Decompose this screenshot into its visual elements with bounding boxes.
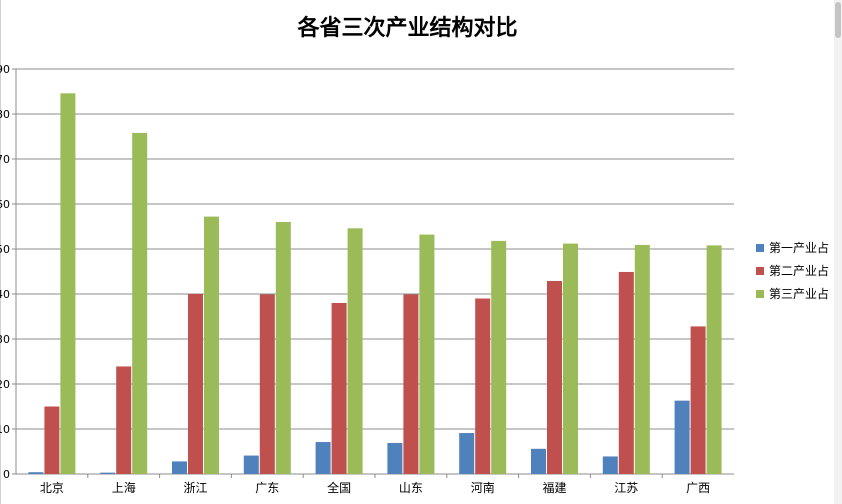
bar-1 xyxy=(387,442,403,474)
bar-2 xyxy=(403,294,419,474)
bar-2 xyxy=(618,271,634,474)
legend-label: 第二产业占 xyxy=(769,264,830,278)
scrollbar-thumb[interactable] xyxy=(835,2,841,38)
y-tick-label: 50 xyxy=(0,243,10,256)
y-tick-label: 10 xyxy=(0,423,10,436)
x-tick-label: 广西 xyxy=(686,481,710,495)
legend-label: 第三产业占 xyxy=(769,287,830,301)
x-tick-label: 河南 xyxy=(471,480,495,495)
legend-item: 第三产业占 xyxy=(756,282,829,305)
y-tick-label: 70 xyxy=(0,153,10,166)
bar-3 xyxy=(706,245,722,474)
bar-3 xyxy=(491,240,507,474)
bar-3 xyxy=(634,244,650,474)
y-tick-label: 30 xyxy=(0,333,10,346)
x-tick-label: 山东 xyxy=(399,481,423,495)
x-tick-label: 江苏 xyxy=(614,481,638,495)
x-tick-label: 广东 xyxy=(255,481,279,495)
y-tick-label: 60 xyxy=(0,198,10,211)
bar-2 xyxy=(547,280,562,474)
y-tick-label: 80 xyxy=(0,108,10,121)
chart-legend: 第一产业占第二产业占第三产业占 xyxy=(756,236,829,305)
legend-label: 第一产业占 xyxy=(769,241,830,255)
bar-3 xyxy=(275,222,291,474)
bar-1 xyxy=(100,472,116,474)
chart-title: 各省三次产业结构对比 xyxy=(297,16,518,41)
bar-1 xyxy=(602,456,618,474)
bar-1 xyxy=(28,472,44,474)
bar-1 xyxy=(243,455,259,474)
bar-2 xyxy=(259,294,275,474)
x-tick-label: 浙江 xyxy=(183,481,207,495)
legend-swatch xyxy=(756,243,764,252)
legend-item: 第一产业占 xyxy=(756,236,829,259)
bar-3 xyxy=(204,216,219,474)
legend-swatch xyxy=(756,266,764,275)
bar-2 xyxy=(116,366,132,474)
y-tick-label: 20 xyxy=(0,378,10,391)
bar-2 xyxy=(331,303,347,474)
bar-3 xyxy=(132,132,148,474)
x-tick-label: 福建 xyxy=(542,480,566,495)
bar-2 xyxy=(188,294,203,474)
bar-3 xyxy=(347,228,363,474)
x-tick-label: 全国 xyxy=(327,480,351,495)
bar-1 xyxy=(459,433,475,474)
legend-item: 第二产业占 xyxy=(756,259,829,282)
y-tick-label: 90 xyxy=(0,63,10,76)
bar-1 xyxy=(315,442,331,474)
x-tick-label: 北京 xyxy=(40,481,64,495)
bar-2 xyxy=(44,406,60,474)
bar-2 xyxy=(690,326,706,474)
bar-3 xyxy=(60,93,76,475)
bar-1 xyxy=(172,461,187,474)
x-tick-label: 上海 xyxy=(112,480,136,495)
vertical-scrollbar[interactable] xyxy=(834,0,842,504)
y-tick-label: 0 xyxy=(3,468,10,481)
bar-3 xyxy=(563,243,578,474)
bar-1 xyxy=(531,448,546,474)
window-left-border xyxy=(0,0,1,504)
bar-1 xyxy=(674,400,690,474)
y-tick-label: 40 xyxy=(0,288,10,301)
bar-2 xyxy=(475,298,491,474)
bar-3 xyxy=(419,234,435,474)
legend-swatch xyxy=(756,289,764,298)
